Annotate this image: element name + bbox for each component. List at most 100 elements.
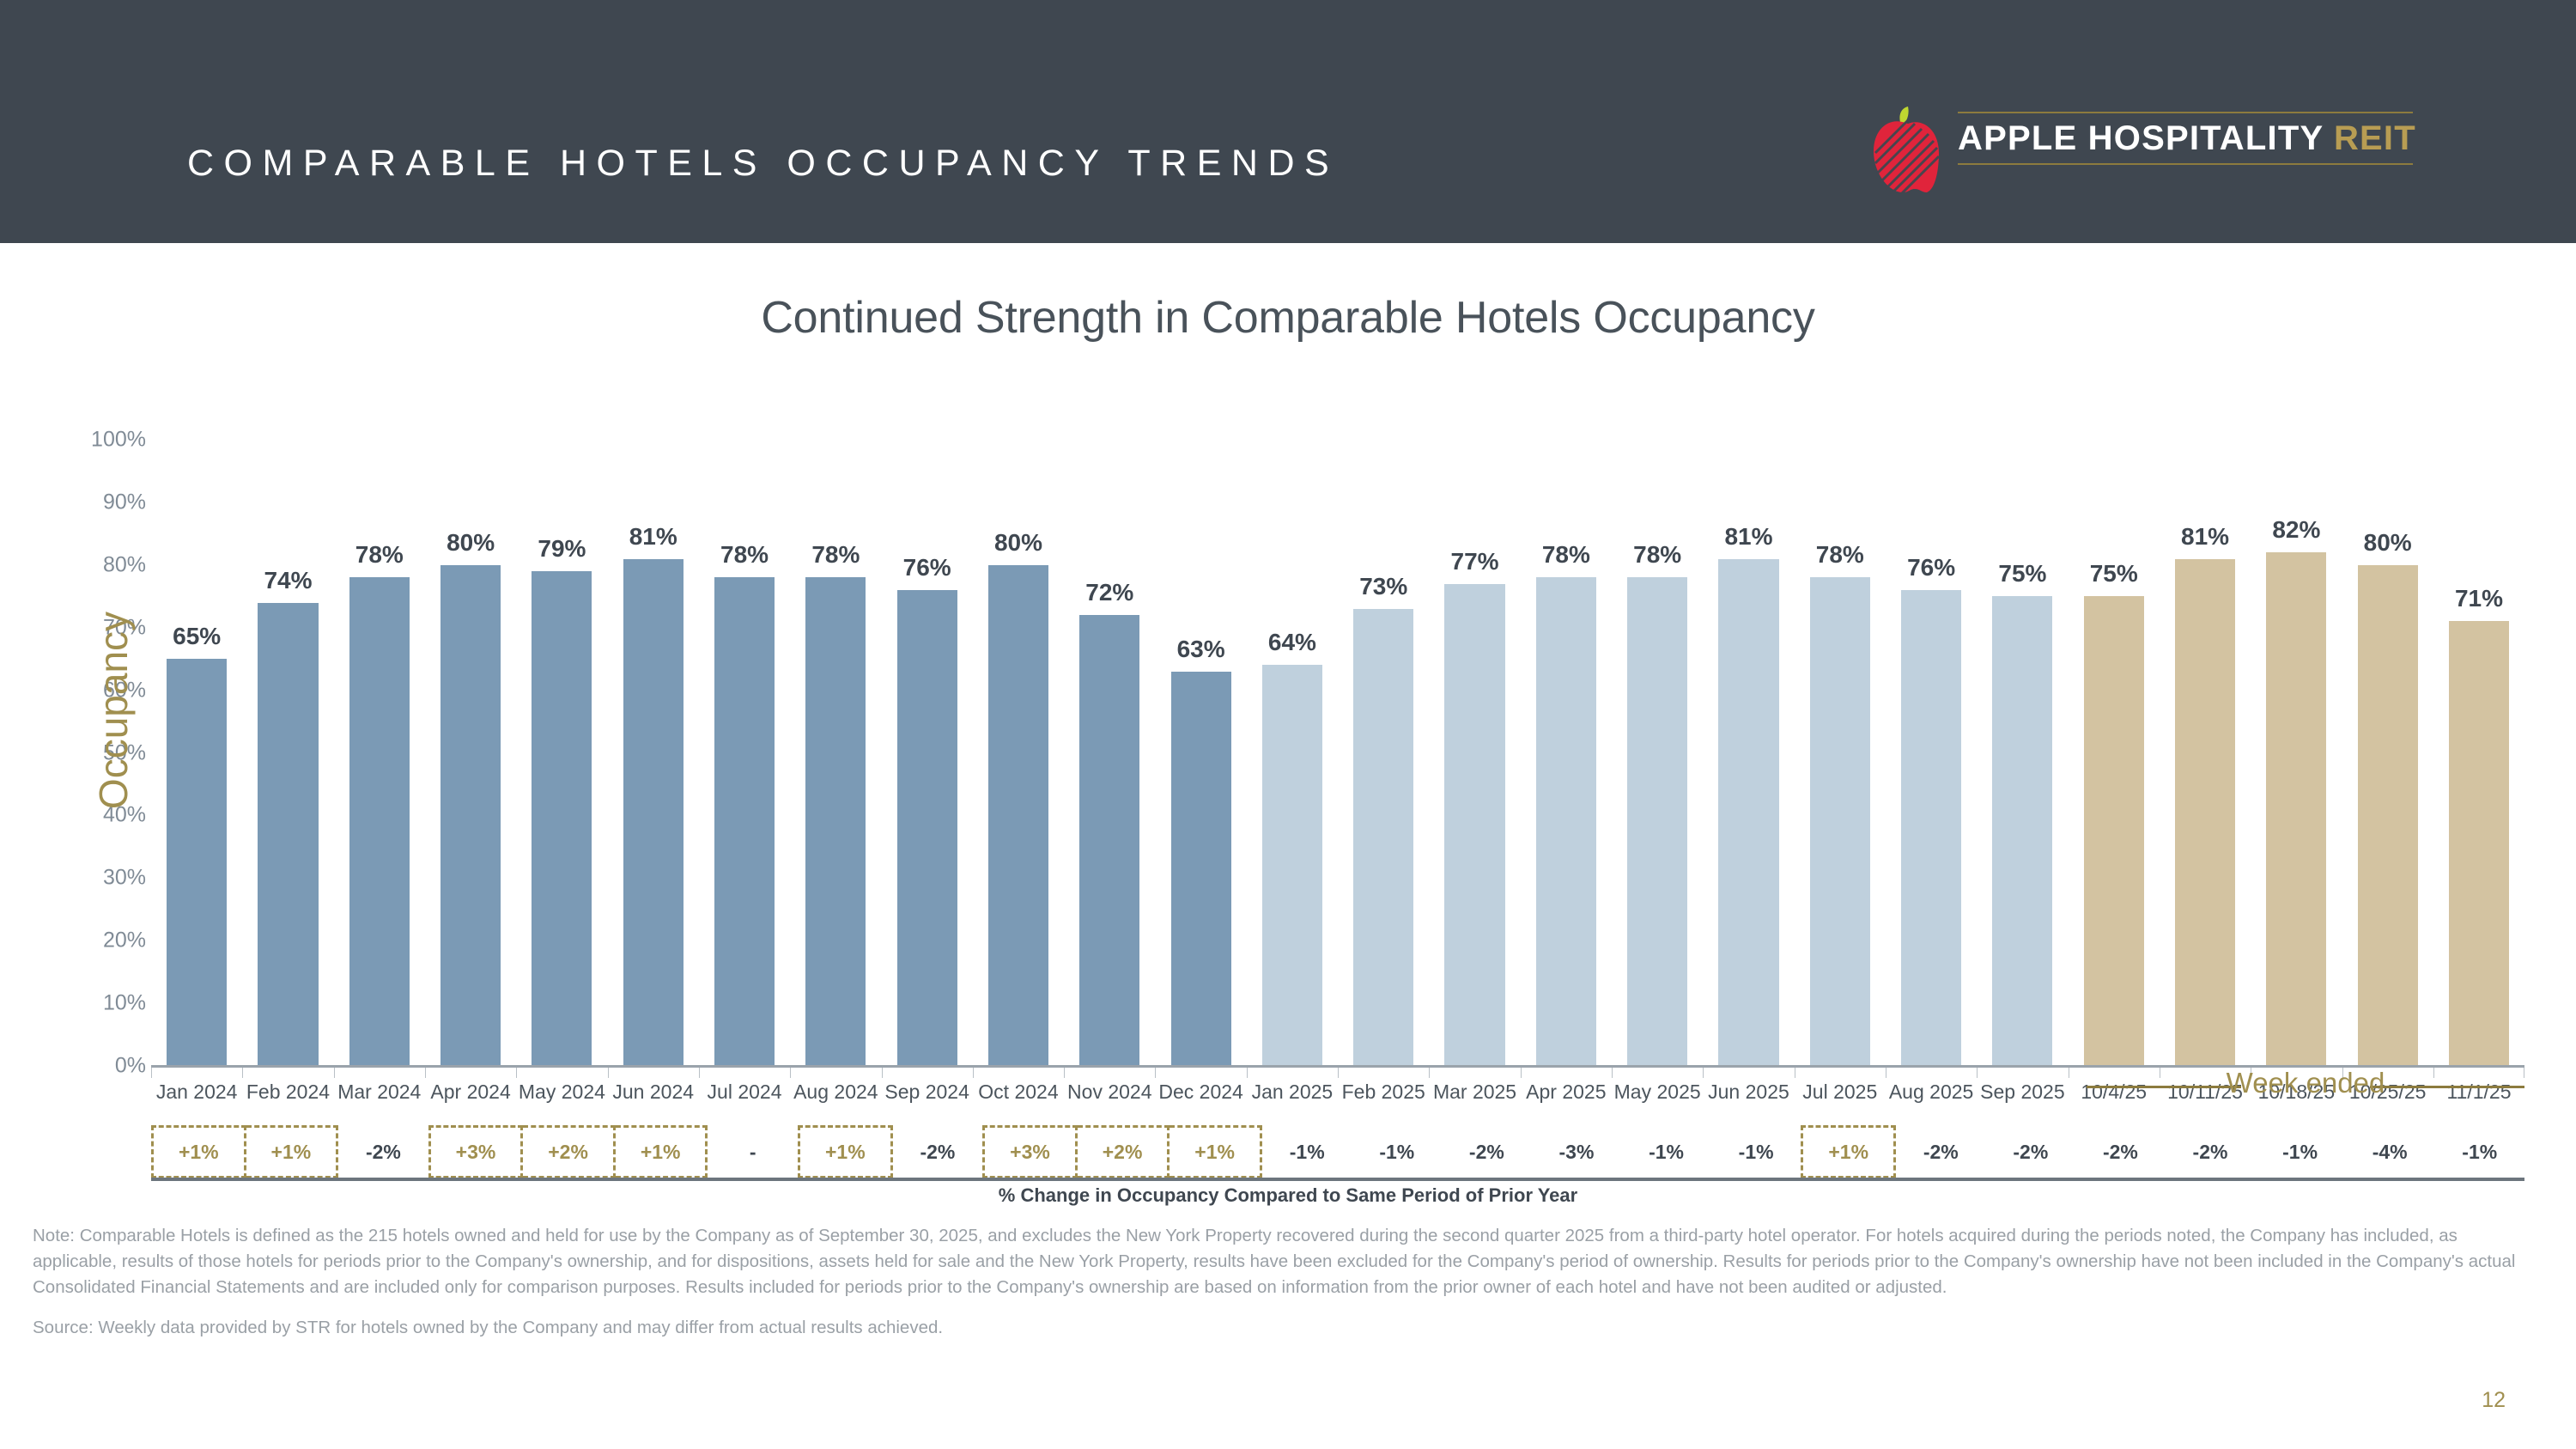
bar[interactable] (1170, 671, 1231, 1066)
bar-slot[interactable]: 78% (790, 440, 881, 1066)
bar-value-label: 78% (720, 541, 769, 569)
bar-slot[interactable]: 76% (1886, 440, 1977, 1066)
bar-value-label: 78% (1815, 541, 1864, 569)
x-axis-tick (242, 1068, 333, 1078)
bar[interactable] (532, 571, 592, 1066)
pct-change-cell: -2% (365, 1140, 401, 1163)
x-axis-tick (2433, 1068, 2525, 1078)
bar-slot[interactable]: 78% (1521, 440, 1612, 1066)
bar[interactable] (896, 589, 957, 1066)
x-axis-tick (1794, 1068, 1886, 1078)
bar[interactable] (440, 564, 501, 1066)
bar-slot[interactable]: 76% (882, 440, 973, 1066)
bar[interactable] (714, 577, 775, 1066)
logo-words: APPLE HOSPITALITY REIT (1958, 113, 2415, 163)
bar[interactable] (2266, 552, 2327, 1066)
bar-value-label: 64% (1267, 629, 1316, 656)
y-axis-tick-labels: 100% 90% 80% 70% 60% 50% 40% 30% 20% 10% 0% (43, 421, 146, 1091)
bar-slot[interactable]: 74% (242, 440, 333, 1066)
bar[interactable] (1992, 596, 2053, 1066)
x-axis-label: May 2025 (1613, 1081, 1701, 1103)
bar-slot[interactable]: 78% (699, 440, 790, 1066)
bar-slot[interactable]: 81% (2160, 440, 2251, 1066)
logo-word-primary: APPLE HOSPITALITY (1958, 119, 2324, 157)
bar-slot[interactable]: 78% (1612, 440, 1703, 1066)
x-axis-tick (1064, 1068, 1155, 1078)
pct-change-caption: % Change in Occupancy Compared to Same P… (998, 1184, 1578, 1206)
bar-value-label: 78% (1633, 541, 1682, 569)
bar[interactable] (2174, 558, 2236, 1066)
bar[interactable] (1809, 577, 1870, 1066)
x-axis-tick (2068, 1068, 2160, 1078)
bar-slot[interactable]: 80% (973, 440, 1064, 1066)
y-axis-tick: 70% (102, 615, 146, 640)
bar[interactable] (167, 659, 228, 1066)
x-axis-tick (1612, 1068, 1703, 1078)
x-axis-tick (790, 1068, 881, 1078)
x-axis-label: 10/11/25 (2167, 1081, 2243, 1103)
bar-value-label: 80% (993, 528, 1042, 556)
bar-slot[interactable]: 73% (1338, 440, 1429, 1066)
x-axis-tick (607, 1068, 699, 1078)
x-axis-label: May 2024 (518, 1081, 605, 1103)
x-axis-tick (516, 1068, 607, 1078)
bar-slot[interactable]: 71% (2433, 440, 2524, 1066)
bar-slot[interactable]: 72% (1064, 440, 1155, 1066)
x-axis-label: Dec 2024 (1158, 1081, 1243, 1103)
bar-slot[interactable]: 78% (1795, 440, 1886, 1066)
bar-value-label: 71% (2454, 585, 2503, 612)
bar[interactable] (2083, 596, 2144, 1066)
bar-value-label: 80% (2363, 528, 2412, 556)
bar[interactable] (1261, 665, 1322, 1066)
bar[interactable] (349, 577, 410, 1066)
bar[interactable] (1353, 608, 1414, 1066)
bar[interactable] (1444, 583, 1505, 1066)
bar-slot[interactable]: 80% (425, 440, 516, 1066)
pct-change-cell: +1% (1170, 1125, 1262, 1178)
bar-value-label: 80% (447, 528, 495, 556)
x-axis-tick (2251, 1068, 2342, 1078)
bar-slot[interactable]: 82% (2251, 440, 2342, 1066)
bar[interactable] (987, 564, 1049, 1066)
bar-value-label: 63% (1176, 635, 1225, 662)
bar-slot[interactable]: 63% (1155, 440, 1246, 1066)
bar-slot[interactable]: 78% (334, 440, 425, 1066)
bar-slot[interactable]: 77% (1429, 440, 1520, 1066)
x-axis-label: Jun 2025 (1708, 1081, 1789, 1103)
pct-change-cell: +1% (1801, 1125, 1896, 1178)
bar[interactable] (805, 577, 866, 1066)
x-axis-label: Jan 2024 (155, 1081, 238, 1103)
bar-slot[interactable]: 75% (1977, 440, 2068, 1066)
bar-slot[interactable]: 75% (2069, 440, 2160, 1066)
x-axis-tick (424, 1068, 516, 1078)
apple-hospitality-reit-logo: APPLE HOSPITALITY REIT (1872, 105, 2421, 199)
bar[interactable] (1901, 589, 1962, 1066)
bar-slot[interactable]: 65% (151, 440, 242, 1066)
pct-change-cell: +1% (615, 1125, 708, 1178)
bar-slot[interactable]: 64% (1247, 440, 1338, 1066)
x-axis-label: Feb 2024 (246, 1081, 331, 1103)
pct-change-cell: +2% (1077, 1125, 1170, 1178)
bar[interactable] (2357, 564, 2418, 1066)
pct-change-cell: +1% (151, 1125, 246, 1178)
x-axis-tick (1520, 1068, 1612, 1078)
x-axis-tick (2342, 1068, 2433, 1078)
bar[interactable] (2448, 621, 2510, 1066)
bar[interactable] (1079, 615, 1140, 1066)
bar-slot[interactable]: 80% (2342, 440, 2433, 1066)
bar[interactable] (1718, 558, 1779, 1066)
bar[interactable] (1627, 577, 1688, 1066)
bar-slot[interactable]: 79% (516, 440, 607, 1066)
bar[interactable] (258, 602, 319, 1066)
bar-slot[interactable]: 81% (608, 440, 699, 1066)
y-axis-title: Occupancy (91, 611, 136, 810)
bar-slot[interactable]: 81% (1703, 440, 1794, 1066)
x-axis-label: Sep 2024 (884, 1081, 969, 1103)
x-axis-label: Jul 2024 (707, 1081, 782, 1103)
bar[interactable] (623, 558, 683, 1066)
x-axis-label: Feb 2025 (1341, 1081, 1425, 1103)
logo-rule-top (1958, 112, 2413, 113)
pct-change-cell: +3% (428, 1125, 524, 1178)
bar[interactable] (1535, 577, 1596, 1066)
